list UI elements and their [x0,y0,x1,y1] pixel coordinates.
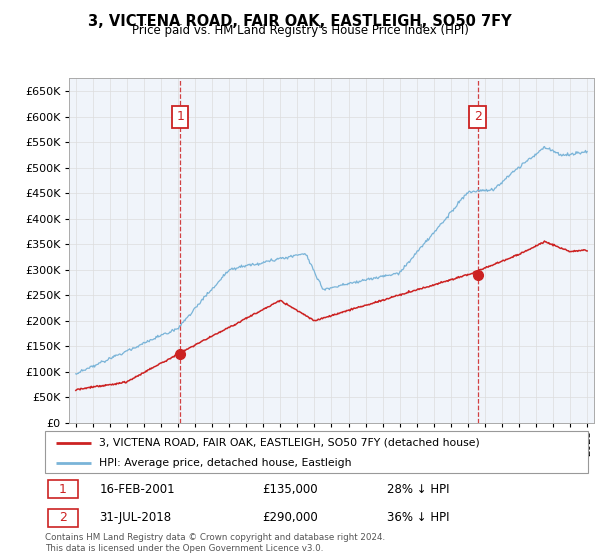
Text: 36% ↓ HPI: 36% ↓ HPI [387,511,449,524]
FancyBboxPatch shape [48,509,77,526]
Text: 1: 1 [59,483,67,496]
Text: 3, VICTENA ROAD, FAIR OAK, EASTLEIGH, SO50 7FY (detached house): 3, VICTENA ROAD, FAIR OAK, EASTLEIGH, SO… [100,438,480,448]
Text: £135,000: £135,000 [262,483,318,496]
Text: 31-JUL-2018: 31-JUL-2018 [100,511,172,524]
Text: HPI: Average price, detached house, Eastleigh: HPI: Average price, detached house, East… [100,458,352,468]
FancyBboxPatch shape [45,431,588,473]
Text: Contains HM Land Registry data © Crown copyright and database right 2024.
This d: Contains HM Land Registry data © Crown c… [45,533,385,553]
Text: 3, VICTENA ROAD, FAIR OAK, EASTLEIGH, SO50 7FY: 3, VICTENA ROAD, FAIR OAK, EASTLEIGH, SO… [88,14,512,29]
Text: 2: 2 [59,511,67,524]
Text: Price paid vs. HM Land Registry's House Price Index (HPI): Price paid vs. HM Land Registry's House … [131,24,469,37]
Text: £290,000: £290,000 [262,511,318,524]
Text: 28% ↓ HPI: 28% ↓ HPI [387,483,449,496]
FancyBboxPatch shape [48,480,77,498]
Text: 2: 2 [474,110,482,123]
Text: 16-FEB-2001: 16-FEB-2001 [100,483,175,496]
Text: 1: 1 [176,110,184,123]
